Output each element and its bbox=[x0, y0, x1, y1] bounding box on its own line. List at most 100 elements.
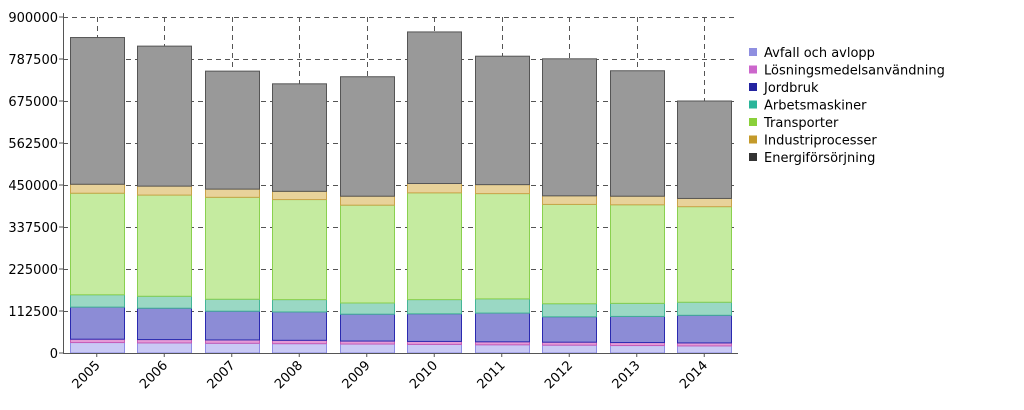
bars-layer bbox=[70, 31, 732, 354]
bar-segment bbox=[610, 345, 665, 354]
bar-segment bbox=[137, 185, 192, 196]
bar-segment bbox=[407, 299, 462, 315]
bar-segment bbox=[272, 311, 327, 341]
bar-segment bbox=[677, 314, 732, 344]
bar-segment bbox=[70, 183, 125, 194]
legend-swatch bbox=[749, 153, 757, 161]
bar-segment bbox=[272, 339, 327, 345]
bar-segment bbox=[70, 306, 125, 340]
y-tick-label: 562500 bbox=[8, 137, 58, 152]
bar-segment bbox=[205, 196, 260, 300]
legend-swatch bbox=[749, 83, 757, 91]
bar-segment bbox=[340, 343, 395, 354]
bar-segment bbox=[205, 342, 260, 354]
bar-segment bbox=[205, 70, 260, 190]
legend-label: Lösningsmedelsanvändning bbox=[764, 64, 945, 79]
bar-segment bbox=[610, 195, 665, 206]
y-tick-label: 337500 bbox=[8, 221, 58, 236]
bar-segment bbox=[610, 204, 665, 304]
bar-segment bbox=[677, 206, 732, 303]
bar-segment bbox=[475, 312, 530, 343]
y-tick-label: 900000 bbox=[8, 11, 58, 26]
bar-segment bbox=[407, 183, 462, 194]
bar-segment bbox=[475, 55, 530, 186]
bar-segment bbox=[340, 302, 395, 315]
legend-label: Jordbruk bbox=[763, 81, 819, 96]
y-tick-label: 225000 bbox=[8, 263, 58, 278]
legend-label: Avfall och avlopp bbox=[764, 46, 875, 61]
x-tick-label: 2005 bbox=[70, 358, 104, 392]
bar-segment bbox=[542, 58, 597, 197]
y-tick-label: 450000 bbox=[8, 179, 58, 194]
bar-segment bbox=[677, 100, 732, 199]
bar-segment bbox=[340, 313, 395, 342]
y-tick-label: 787500 bbox=[8, 53, 58, 68]
bar-segment bbox=[542, 195, 597, 205]
bar-segment bbox=[542, 316, 597, 343]
legend-swatch bbox=[749, 65, 757, 74]
x-tick-label: 2006 bbox=[137, 358, 171, 392]
legend-label: Arbetsmaskiner bbox=[764, 99, 867, 114]
bar-segment bbox=[70, 342, 125, 354]
bar-segment bbox=[272, 343, 327, 354]
x-tick-label: 2012 bbox=[542, 358, 576, 392]
legend-swatch bbox=[749, 118, 757, 126]
legend-label: Industriprocesser bbox=[764, 134, 877, 149]
y-tick-label: 675000 bbox=[8, 95, 58, 110]
bar-segment bbox=[205, 339, 260, 344]
x-tick-label: 2008 bbox=[272, 358, 306, 392]
bar-segment bbox=[205, 298, 260, 312]
x-tick-label: 2009 bbox=[340, 358, 374, 392]
bar-segment bbox=[137, 45, 192, 187]
bar-segment bbox=[542, 344, 597, 354]
y-tick-label: 112500 bbox=[8, 305, 58, 320]
x-tick-label: 2011 bbox=[475, 358, 509, 392]
bar-segment bbox=[677, 197, 732, 208]
bar-segment bbox=[407, 192, 462, 301]
bar-segment bbox=[542, 303, 597, 318]
bar-segment bbox=[610, 315, 665, 344]
bar-segment bbox=[70, 338, 125, 344]
bar-segment bbox=[610, 302, 665, 317]
x-tick-label: 2013 bbox=[610, 358, 644, 392]
bar-segment bbox=[137, 194, 192, 297]
bar-segment bbox=[205, 310, 260, 341]
bar-segment bbox=[475, 184, 530, 195]
bar-segment bbox=[610, 70, 665, 197]
legend: Avfall och avlopp Lösningsmedelsanvändnin… bbox=[749, 46, 945, 166]
bar-segment bbox=[70, 192, 125, 296]
bar-segment bbox=[70, 294, 125, 308]
bar-segment bbox=[542, 203, 597, 305]
bar-segment bbox=[70, 37, 125, 185]
legend-swatch bbox=[749, 100, 757, 109]
x-tick-label: 2007 bbox=[205, 358, 239, 392]
bar-segment bbox=[407, 313, 462, 342]
bar-segment bbox=[340, 195, 395, 206]
legend-swatch bbox=[749, 48, 757, 56]
bar-segment bbox=[272, 199, 327, 301]
y-tick-label: 0 bbox=[50, 347, 58, 362]
bar-segment bbox=[137, 342, 192, 354]
bar-segment bbox=[475, 344, 530, 354]
legend-swatch bbox=[749, 135, 757, 144]
bar-segment bbox=[205, 188, 260, 198]
bar-segment bbox=[137, 339, 192, 344]
legend-label: Transporter bbox=[763, 116, 839, 131]
bar-segment bbox=[475, 298, 530, 314]
bar-segment bbox=[475, 193, 530, 300]
bar-segment bbox=[272, 299, 327, 313]
bar-segment bbox=[677, 345, 732, 354]
x-tick-label: 2010 bbox=[407, 358, 441, 392]
bar-segment bbox=[137, 295, 192, 309]
bar-segment bbox=[407, 31, 462, 185]
bar-segment bbox=[272, 190, 327, 201]
bar-segment bbox=[137, 307, 192, 341]
bar-segment bbox=[272, 83, 327, 192]
x-tick-label: 2014 bbox=[677, 358, 711, 392]
bar-segment bbox=[407, 343, 462, 354]
legend-label: Energiförsörjning bbox=[764, 151, 875, 166]
bar-segment bbox=[677, 301, 732, 316]
bar-segment bbox=[340, 76, 395, 197]
